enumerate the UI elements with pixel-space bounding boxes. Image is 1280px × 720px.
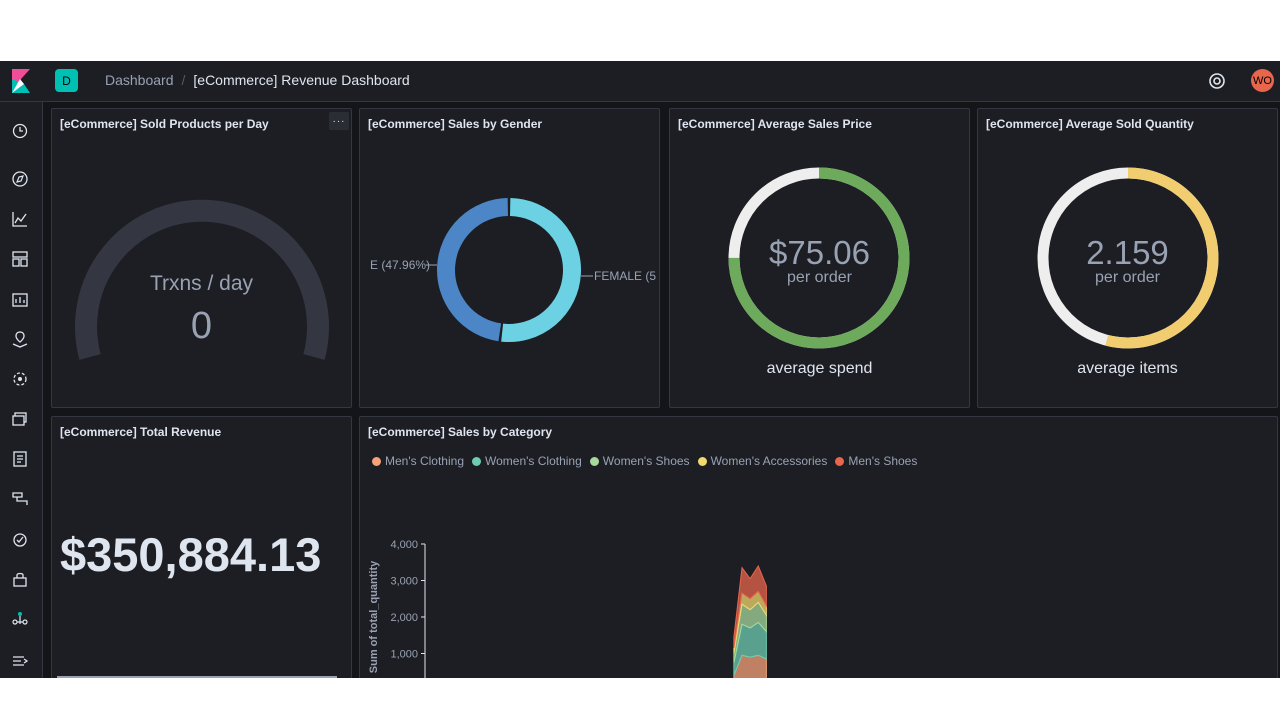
metric-unit: per order xyxy=(1095,269,1160,286)
panel-sales-category: [eCommerce] Sales by Category Men's Clot… xyxy=(359,416,1278,678)
panel-title: [eCommerce] Sales by Gender xyxy=(368,117,543,131)
gauge-value: 0 xyxy=(190,305,213,347)
gauge-value-ring xyxy=(728,167,910,349)
side-nav xyxy=(0,102,43,678)
donut-chart: E (47.96%) FEMALE (5 xyxy=(370,198,656,342)
breadcrumb: Dashboard / [eCommerce] Revenue Dashboard xyxy=(105,72,410,88)
legend-swatch xyxy=(697,456,707,466)
panel-title: [eCommerce] Sold Products per Day xyxy=(60,117,269,131)
y-tick-label: 3,000 xyxy=(390,576,418,588)
metric-unit: per order xyxy=(787,269,852,286)
y-tick-label: 4,000 xyxy=(390,539,418,551)
legend-swatch xyxy=(472,456,481,466)
legend-swatch xyxy=(589,456,599,466)
kibana-logo[interactable] xyxy=(10,69,32,93)
compass-icon[interactable] xyxy=(11,170,29,188)
infrastructure-icon[interactable] xyxy=(11,410,29,428)
legend-label: Women's Shoes xyxy=(602,454,690,468)
panel-options-button[interactable]: ··· xyxy=(329,112,349,130)
y-axis-title: Sum of total_quantity xyxy=(368,560,380,673)
panel-avg-quantity: [eCommerce] Average Sold Quantity 2.159 … xyxy=(977,108,1278,408)
panel-sold-products: [eCommerce] Sold Products per Day ··· Tr… xyxy=(51,108,352,408)
metric-caption: average items xyxy=(1077,360,1178,377)
legend-item[interactable]: Men's Clothing xyxy=(372,454,464,468)
legend-item[interactable]: Women's Clothing xyxy=(472,454,582,468)
horizontal-scrollbar[interactable] xyxy=(57,676,337,678)
panel-sales-gender: [eCommerce] Sales by Gender E (47.96%) F… xyxy=(359,108,660,408)
area-series-men-s-shoes[interactable] xyxy=(733,564,767,649)
apm-icon[interactable] xyxy=(11,490,29,508)
legend-item[interactable]: Women's Accessories xyxy=(697,454,828,468)
panel-total-revenue: [eCommerce] Total Revenue $350,884.13 xyxy=(51,416,352,678)
y-tick-label: 1,000 xyxy=(390,649,418,661)
gauge-label: Trxns / day xyxy=(149,272,254,295)
breadcrumb-dashboard[interactable]: Dashboard xyxy=(105,72,174,88)
maps-icon[interactable] xyxy=(11,330,29,348)
panel-title: [eCommerce] Sales by Category xyxy=(368,425,553,439)
y-tick-label: 2,000 xyxy=(390,612,418,624)
female-slice[interactable] xyxy=(501,198,581,342)
male-label: E (47.96%) xyxy=(370,258,430,272)
female-label: FEMALE (5 xyxy=(594,269,656,283)
user-avatar[interactable]: WO xyxy=(1251,69,1274,92)
dashboard-icon[interactable] xyxy=(11,250,29,268)
breadcrumb-current: [eCommerce] Revenue Dashboard xyxy=(193,72,410,88)
metric-caption: average spend xyxy=(766,360,873,377)
goal-gauge xyxy=(728,167,910,349)
panel-title: [eCommerce] Total Revenue xyxy=(60,425,222,439)
gauge-value-ring xyxy=(1037,167,1219,349)
metric-value: $75.06 xyxy=(769,234,870,271)
siem-icon[interactable] xyxy=(11,570,29,588)
logs-icon[interactable] xyxy=(11,450,29,468)
panel-title: [eCommerce] Average Sold Quantity xyxy=(986,117,1194,131)
header-bar: D Dashboard / [eCommerce] Revenue Dashboar… xyxy=(0,61,1280,102)
legend-swatch xyxy=(835,456,845,466)
revenue-value: $350,884.13 xyxy=(60,528,322,581)
canvas-icon[interactable] xyxy=(11,290,29,308)
panel-title: [eCommerce] Average Sales Price xyxy=(678,117,872,131)
male-slice[interactable] xyxy=(437,198,509,342)
help-icon[interactable] xyxy=(1207,71,1227,91)
space-avatar[interactable]: D xyxy=(55,69,78,92)
legend-label: Women's Clothing xyxy=(485,454,582,468)
legend-item[interactable]: Women's Shoes xyxy=(589,454,690,468)
clock-icon[interactable] xyxy=(11,122,29,140)
legend-label: Men's Clothing xyxy=(385,454,464,468)
kibana-app: D Dashboard / [eCommerce] Revenue Dashboar… xyxy=(0,61,1280,678)
legend-label: Men's Shoes xyxy=(848,454,918,468)
collapse-menu-icon[interactable] xyxy=(11,652,29,670)
visualize-icon[interactable] xyxy=(11,210,29,228)
graph-icon[interactable] xyxy=(11,610,29,628)
panel-avg-price: [eCommerce] Average Sales Price $75.06 p… xyxy=(669,108,970,408)
gauge-chart xyxy=(75,199,329,360)
area-chart: 01,0002,0003,0004,0002019-01-012019-04-0… xyxy=(368,539,767,678)
legend-label: Women's Accessories xyxy=(710,454,828,468)
uptime-icon[interactable] xyxy=(11,530,29,548)
metric-value: 2.159 xyxy=(1086,234,1169,271)
legend-swatch xyxy=(372,456,381,466)
chart-legend: Men's Clothing Women's Clothing Women's Sh… xyxy=(372,454,917,468)
gauge-track xyxy=(75,199,329,360)
goal-gauge xyxy=(1037,167,1219,349)
ml-icon[interactable] xyxy=(11,370,29,388)
legend-item[interactable]: Men's Shoes xyxy=(835,454,917,468)
